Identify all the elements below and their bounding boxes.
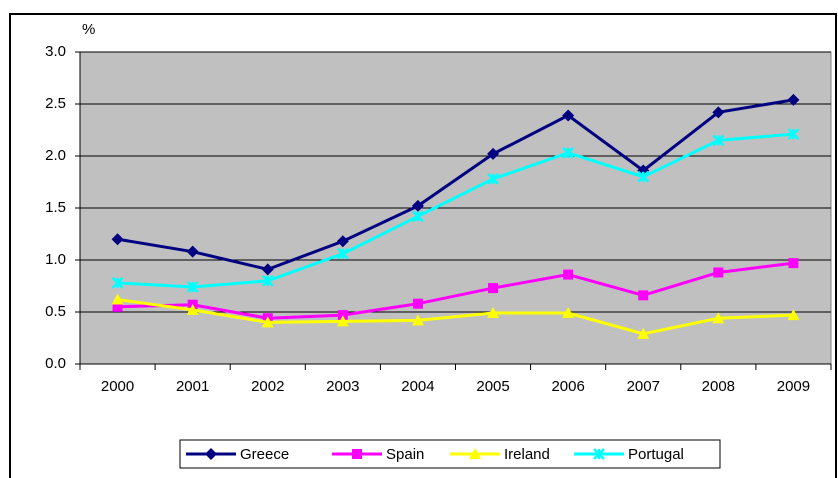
- y-tick-label: 2.0: [45, 147, 66, 164]
- marker: [336, 235, 349, 248]
- marker: [488, 283, 499, 294]
- marker: [637, 170, 650, 183]
- marker: [337, 310, 348, 321]
- marker: [261, 274, 274, 287]
- marker: [638, 290, 649, 301]
- x-tick-label: 2005: [476, 378, 509, 395]
- x-tick-label: 2009: [777, 378, 810, 395]
- marker: [336, 247, 349, 260]
- marker: [788, 258, 799, 269]
- marker: [787, 93, 800, 106]
- marker: [469, 448, 481, 459]
- marker: [787, 309, 800, 321]
- marker: [412, 210, 424, 223]
- y-tick-label: 2.5: [45, 95, 66, 112]
- marker: [712, 106, 725, 119]
- marker: [637, 327, 650, 339]
- legend-label: Spain: [386, 446, 424, 463]
- series-line: [117, 298, 794, 336]
- marker: [261, 316, 274, 328]
- marker: [487, 147, 500, 160]
- x-tick-label: 2007: [627, 378, 660, 395]
- marker: [112, 301, 123, 312]
- marker: [186, 245, 199, 258]
- legend-label: Ireland: [504, 446, 550, 463]
- x-tick-label: 2006: [551, 378, 584, 395]
- marker: [412, 298, 423, 309]
- marker: [563, 269, 574, 280]
- marker: [487, 307, 500, 319]
- series-line: [117, 261, 794, 320]
- marker: [713, 267, 724, 278]
- y-tick-label: 1.5: [45, 199, 66, 216]
- marker: [562, 146, 575, 159]
- y-axis-label: %: [82, 21, 95, 38]
- series-line: [117, 132, 794, 289]
- marker: [712, 312, 725, 324]
- marker: [205, 448, 217, 460]
- legend-label: Portugal: [628, 446, 684, 463]
- x-tick-label: 2008: [702, 378, 735, 395]
- series-line: [117, 98, 794, 271]
- marker: [111, 276, 124, 289]
- x-tick-label: 2002: [251, 378, 284, 395]
- marker: [261, 263, 274, 276]
- marker: [186, 303, 199, 315]
- marker: [352, 449, 362, 459]
- marker: [111, 233, 124, 246]
- x-tick-label: 2000: [101, 378, 134, 395]
- marker: [562, 307, 575, 319]
- y-tick-label: 3.0: [45, 43, 66, 60]
- marker: [111, 293, 124, 305]
- marker: [593, 448, 605, 460]
- marker: [411, 199, 424, 212]
- x-tick-label: 2003: [326, 378, 359, 395]
- marker: [712, 134, 725, 147]
- y-tick-label: 0.0: [45, 355, 66, 372]
- marker: [787, 128, 800, 141]
- legend-label: Greece: [240, 446, 289, 463]
- x-tick-label: 2004: [401, 378, 434, 395]
- marker: [411, 314, 424, 326]
- y-tick-label: 0.5: [45, 303, 66, 320]
- marker: [186, 281, 199, 293]
- y-tick-label: 1.0: [45, 251, 66, 268]
- marker: [336, 315, 349, 327]
- marker: [562, 109, 575, 122]
- x-tick-label: 2001: [176, 378, 209, 395]
- marker: [487, 172, 499, 185]
